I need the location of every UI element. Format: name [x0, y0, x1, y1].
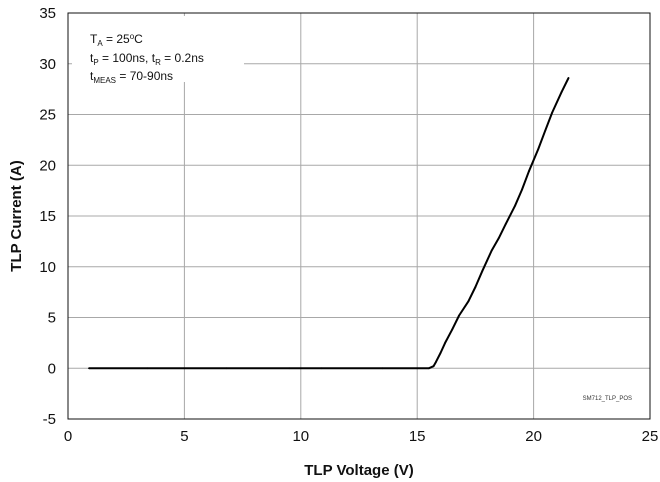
data-point	[514, 204, 516, 207]
annotation-box	[72, 16, 244, 82]
annotation-line-1: TA = 25oC	[90, 32, 143, 48]
x-tick-label: 0	[64, 428, 72, 445]
y-tick-label: 15	[39, 208, 56, 225]
data-point	[521, 188, 523, 191]
data-point	[490, 249, 493, 252]
data-point	[444, 341, 447, 344]
data-point	[381, 367, 384, 370]
x-tick-label: 10	[292, 428, 309, 445]
x-tick-label: 20	[525, 428, 542, 445]
data-point	[432, 365, 435, 368]
y-tick-label: 30	[39, 56, 56, 73]
data-point	[544, 129, 547, 132]
x-tick-label: 5	[180, 428, 188, 445]
y-tick-label: 20	[39, 157, 56, 174]
series-group	[88, 77, 570, 370]
data-point	[537, 148, 540, 150]
y-tick-label: 0	[48, 360, 56, 377]
data-point	[427, 367, 430, 370]
tick-labels: 0 5 10 15 20 25 -5 0 5 10 15 20 25 30 35	[39, 5, 658, 445]
data-point	[497, 237, 500, 240]
data-point	[504, 223, 507, 226]
data-point	[551, 111, 554, 114]
data-point	[439, 352, 442, 354]
data-point	[434, 361, 437, 364]
annotation-line-3: tMEAS = 70-90ns	[90, 69, 173, 85]
data-point	[467, 300, 470, 303]
y-axis-title: TLP Current (A)	[8, 160, 25, 271]
data-point	[320, 367, 323, 370]
data-point	[451, 328, 454, 331]
data-point	[88, 367, 90, 370]
plot-frame	[67, 12, 651, 420]
y-tick-label: 35	[39, 5, 56, 22]
data-point	[567, 77, 570, 79]
data-point	[481, 269, 484, 272]
data-point	[288, 367, 291, 370]
data-point	[560, 91, 563, 94]
x-tick-label: 15	[409, 428, 426, 445]
x-axis-title: TLP Voltage (V)	[304, 462, 413, 479]
data-point	[528, 170, 530, 173]
x-tick-label: 25	[642, 428, 659, 445]
data-point	[474, 286, 477, 288]
data-point	[458, 314, 461, 317]
data-point	[146, 367, 149, 370]
annotation-line-2: tP = 100ns, tR = 0.2ns	[90, 51, 204, 67]
y-tick-label: 10	[39, 259, 56, 276]
data-point	[225, 367, 228, 370]
y-tick-label: -5	[43, 411, 56, 428]
figure-id: SM712_TLP_POS	[583, 396, 632, 402]
y-tick-label: 25	[39, 107, 56, 124]
y-tick-label: 5	[48, 310, 56, 327]
